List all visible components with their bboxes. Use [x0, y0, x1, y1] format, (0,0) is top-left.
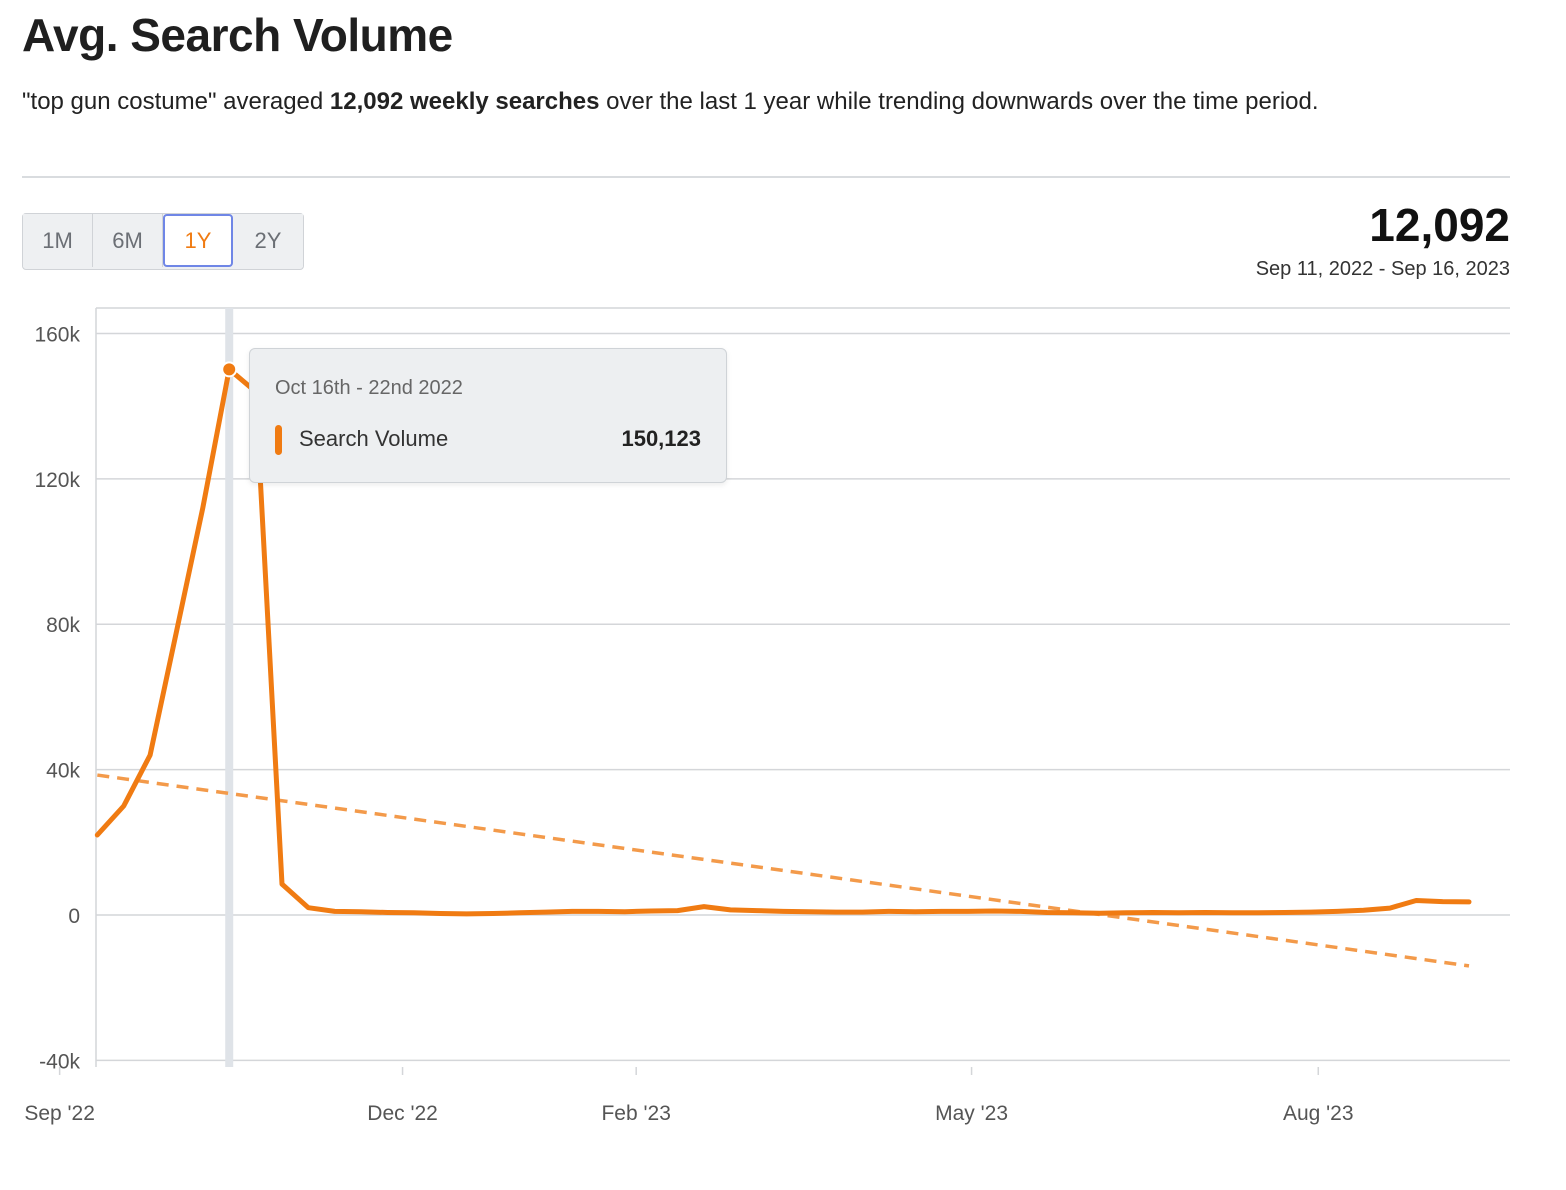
- summary-prefix: "top gun costume" averaged: [22, 88, 330, 115]
- summary-suffix: over the last 1 year while trending down…: [599, 88, 1319, 115]
- average-value: 12,092: [1369, 199, 1510, 251]
- date-range-label: Sep 11, 2022 - Sep 16, 2023: [1255, 258, 1510, 280]
- y-axis: -40k 0 40k 80k 120k 160k: [34, 323, 80, 1073]
- y-tick-label: -40k: [39, 1050, 80, 1073]
- x-tick-label: Aug '23: [1283, 1102, 1354, 1125]
- x-tick-label: Sep '22: [24, 1102, 95, 1125]
- grid-layer: [95, 307, 1510, 1067]
- tooltip-series-swatch: [275, 425, 282, 455]
- trend-line: [97, 773, 1470, 968]
- x-tick-label: May '23: [935, 1102, 1008, 1125]
- tooltip-value: 150,123: [621, 426, 701, 451]
- x-tick-label: Dec '22: [367, 1102, 438, 1125]
- summary-highlight: 12,092 weekly searches: [329, 88, 600, 115]
- header-divider: [22, 176, 1510, 178]
- x-axis: Sep '22 Dec '22 Feb '23 May '23 Aug '23: [24, 1067, 1354, 1125]
- range-button-6m[interactable]: 6M: [93, 214, 163, 267]
- x-tick-label: Feb '23: [601, 1102, 670, 1125]
- y-tick-label: 160k: [34, 323, 80, 346]
- y-tick-label: 40k: [46, 760, 80, 783]
- page-title: Avg. Search Volume: [22, 9, 453, 61]
- chart-tooltip: Oct 16th - 22nd 2022 Search Volume 150,1…: [249, 348, 727, 483]
- range-button-2y[interactable]: 2Y: [233, 214, 303, 267]
- range-button-1m[interactable]: 1M: [23, 214, 93, 267]
- time-range-selector: 1M 6M 1Y 2Y: [22, 213, 304, 270]
- range-button-1y[interactable]: 1Y: [163, 214, 233, 267]
- series-layer: [94, 308, 1472, 1067]
- y-tick-label: 0: [68, 905, 80, 928]
- search-volume-line: [94, 366, 1472, 917]
- hover-point: [221, 361, 238, 378]
- tooltip-date: Oct 16th - 22nd 2022: [275, 377, 463, 399]
- tooltip-series-label: Search Volume: [299, 426, 449, 451]
- summary-text: "top gun costume" averaged 12,092 weekly…: [22, 84, 1512, 120]
- y-tick-label: 120k: [34, 469, 80, 492]
- y-tick-label: 80k: [46, 614, 80, 637]
